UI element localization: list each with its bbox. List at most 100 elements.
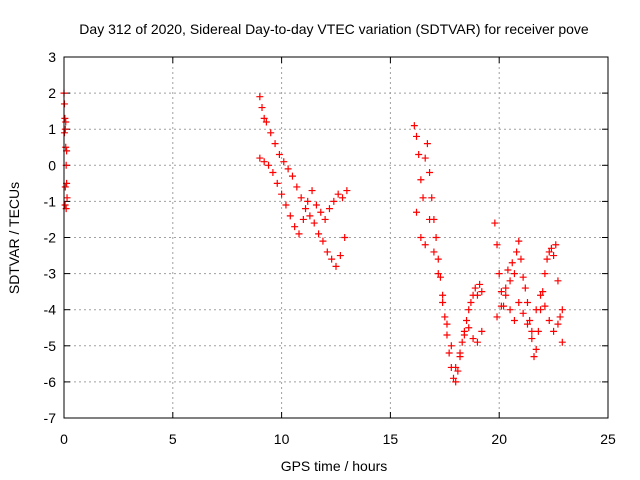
data-point [547, 244, 555, 252]
data-point [456, 349, 464, 357]
grid [64, 57, 608, 418]
data-point [282, 201, 290, 209]
data-point [61, 183, 69, 191]
data-point [325, 205, 333, 213]
data-point [278, 190, 286, 198]
data-point [473, 291, 481, 299]
data-point [515, 237, 523, 245]
data-point [458, 338, 466, 346]
data-point [506, 306, 514, 314]
data-point [528, 327, 536, 335]
data-point [256, 154, 264, 162]
data-point [421, 241, 429, 249]
data-point [262, 118, 270, 126]
data-point [554, 277, 562, 285]
data-point [334, 190, 342, 198]
data-point [515, 298, 523, 306]
data-point [530, 353, 538, 361]
data-point [308, 187, 316, 195]
data-point [275, 150, 283, 158]
data-point [476, 280, 484, 288]
data-point [269, 169, 277, 177]
data-point [62, 118, 70, 126]
data-point [558, 306, 566, 314]
data-point [291, 223, 299, 231]
data-point [288, 172, 296, 180]
data-point [523, 298, 531, 306]
data-point [61, 114, 69, 122]
data-point [543, 255, 551, 263]
data-point [467, 298, 475, 306]
data-point [417, 176, 425, 184]
data-point [286, 212, 294, 220]
data-point [493, 241, 501, 249]
data-point [454, 367, 462, 375]
data-point [508, 259, 516, 267]
data-point [317, 208, 325, 216]
data-point [423, 140, 431, 148]
y-tick-label: 1 [48, 121, 56, 137]
data-point [463, 317, 471, 325]
series-segment-3 [410, 122, 486, 386]
data-point [61, 201, 69, 209]
data-point [315, 230, 323, 238]
y-tick-label: -5 [44, 338, 57, 354]
data-point [443, 331, 451, 339]
data-point [323, 248, 331, 256]
data-point [502, 291, 510, 299]
data-point [258, 104, 266, 112]
y-tick-label: -6 [44, 374, 57, 390]
data-point [478, 327, 486, 335]
data-point [428, 194, 436, 202]
data-point [413, 132, 421, 140]
data-point [478, 288, 486, 296]
data-point [491, 219, 499, 227]
data-point [421, 154, 429, 162]
data-point [310, 219, 318, 227]
data-point [415, 150, 423, 158]
data-point [256, 93, 264, 101]
data-point [493, 313, 501, 321]
data-point [532, 306, 540, 314]
data-point [541, 302, 549, 310]
data-point [343, 187, 351, 195]
data-point [445, 349, 453, 357]
data-point [426, 215, 434, 223]
data-point [62, 143, 70, 151]
data-point [432, 234, 440, 241]
data-point [495, 270, 503, 278]
data-point [447, 342, 455, 350]
y-tick-label: -7 [44, 410, 57, 426]
data-point [304, 197, 312, 205]
data-point [271, 140, 279, 148]
data-point [417, 234, 425, 241]
data-point [321, 215, 329, 223]
x-tick-label: 5 [169, 431, 177, 447]
data-point [539, 288, 547, 296]
x-tick-label: 25 [600, 431, 616, 447]
data-point [265, 161, 273, 169]
data-point [419, 194, 427, 202]
data-point [299, 215, 307, 223]
data-point [513, 248, 521, 256]
data-point [528, 335, 536, 343]
data-point [434, 255, 442, 263]
data-point [550, 327, 558, 335]
data-point [413, 208, 421, 216]
data-point [558, 338, 566, 346]
data-point [410, 122, 418, 130]
data-point [430, 248, 438, 256]
data-point [502, 284, 510, 292]
chart-title: Day 312 of 2020, Sidereal Day-to-day VTE… [79, 21, 589, 37]
data-point [545, 317, 553, 325]
data-point [302, 205, 310, 213]
data-point [332, 262, 340, 270]
data-point [510, 317, 518, 325]
x-tick-label: 0 [60, 431, 68, 447]
x-axis-label: GPS time / hours [281, 458, 388, 474]
data-point [532, 345, 540, 353]
data-point [297, 194, 305, 202]
data-point [63, 194, 71, 202]
axis-ticks: -7 -6 -5 -4 -3 -2 -1 0 1 2 3 0 5 10 15 20 25 [44, 49, 616, 447]
data-point [517, 255, 525, 263]
